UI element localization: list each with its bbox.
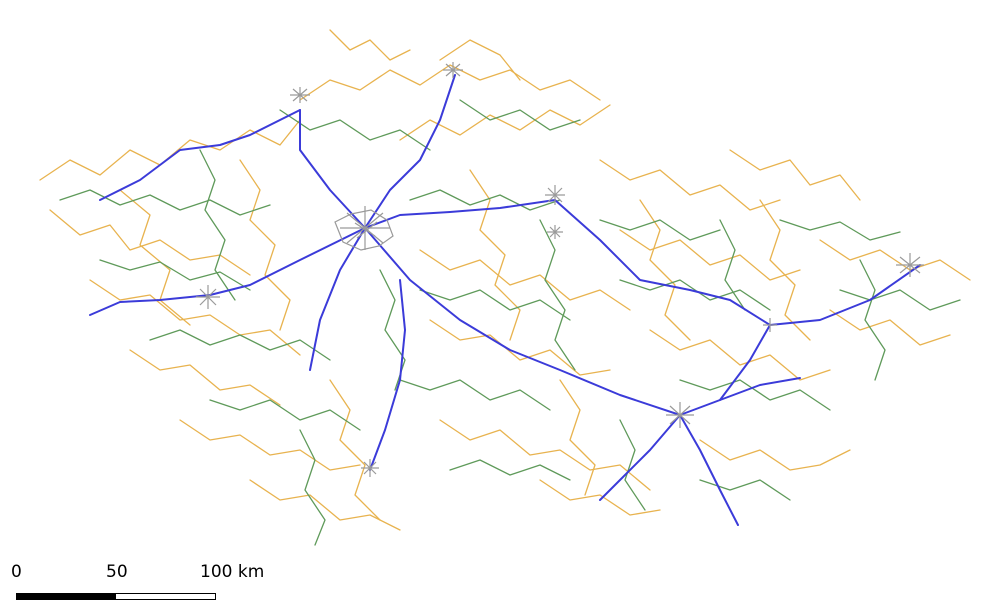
scale-label-50: 50	[106, 562, 128, 582]
primary-roads	[59, 99, 961, 546]
scale-label-0: 0	[11, 562, 22, 582]
urban-areas	[196, 62, 924, 477]
secondary-roads	[39, 29, 971, 531]
scale-bar	[16, 593, 216, 600]
motorways	[89, 74, 921, 526]
scale-bar-segment-filled	[17, 594, 116, 599]
scale-bar-segment-empty	[116, 594, 215, 599]
scale-label-100km: 100 km	[200, 562, 265, 582]
